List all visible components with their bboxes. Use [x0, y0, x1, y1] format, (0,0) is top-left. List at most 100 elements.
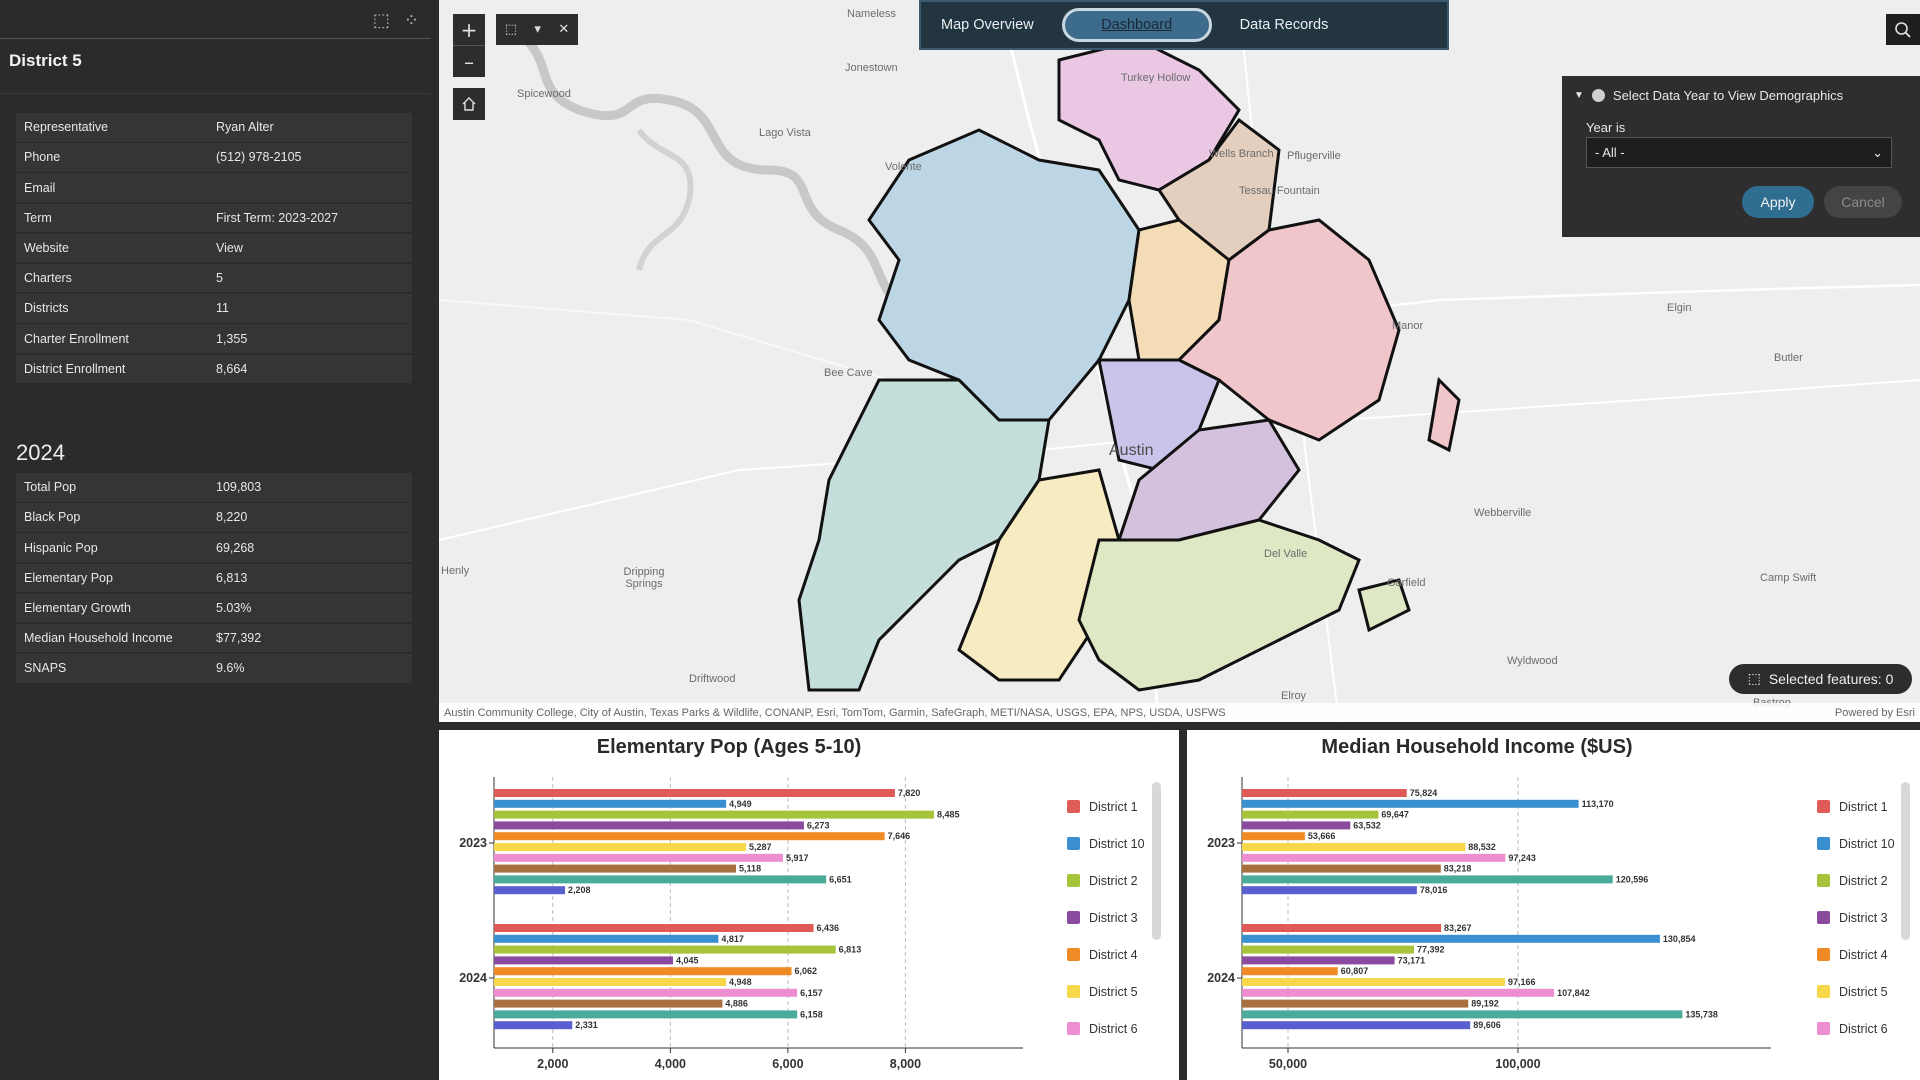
- district-polygon[interactable]: [1077, 518, 1361, 692]
- legend-label: District 4: [1089, 947, 1138, 962]
- home-icon: [462, 97, 476, 111]
- place-label: Driftwood: [689, 673, 736, 685]
- place-label: Manor: [1392, 320, 1424, 332]
- bar: [494, 988, 798, 997]
- zoom-control: + –: [453, 14, 485, 77]
- bar: [494, 1021, 573, 1030]
- home-button[interactable]: [453, 88, 485, 120]
- district-info-table: Representative Ryan Alter Phone (512) 978-2…: [16, 113, 412, 385]
- district-polygon[interactable]: [797, 378, 1051, 692]
- search-button[interactable]: [1886, 14, 1920, 45]
- legend-item[interactable]: District 1: [1067, 788, 1145, 825]
- legend-item[interactable]: District 2: [1067, 862, 1145, 899]
- bar: [1242, 956, 1395, 965]
- bar: [1242, 843, 1466, 851]
- bar: [1242, 945, 1415, 954]
- elementary-pop-chart: Elementary Pop (Ages 5-10) 2,000 4,000 6,0…: [439, 730, 1179, 1080]
- kv-value: 8,664: [216, 361, 248, 376]
- legend-item[interactable]: District 5: [1817, 973, 1895, 1010]
- data-label: 8,485: [937, 810, 960, 820]
- district-polygon[interactable]: [1427, 376, 1461, 453]
- data-label: 69,647: [1381, 810, 1409, 820]
- legend-swatch: [1067, 985, 1080, 998]
- nav-map-overview[interactable]: Map Overview: [941, 17, 1034, 33]
- powered-by-link[interactable]: Powered by Esri: [1834, 706, 1915, 719]
- caret-down-icon[interactable]: ▼: [1574, 90, 1584, 101]
- data-label: 4,886: [725, 999, 748, 1009]
- place-label: Garfield: [1387, 577, 1426, 589]
- cancel-button[interactable]: Cancel: [1824, 186, 1902, 218]
- data-label: 97,243: [1508, 853, 1536, 863]
- legend-item[interactable]: District 5: [1067, 973, 1145, 1010]
- legend-item[interactable]: District 3: [1817, 899, 1895, 936]
- legend-item[interactable]: District 6: [1067, 1010, 1145, 1047]
- bar: [1242, 799, 1579, 808]
- data-label: 89,606: [1473, 1020, 1501, 1030]
- legend-item[interactable]: District 1: [1817, 788, 1895, 825]
- kv-row: Elementary Growth 5.03%: [16, 593, 412, 623]
- zoom-out-button[interactable]: –: [464, 49, 474, 74]
- kv-value: $77,392: [216, 631, 262, 646]
- kv-label: Phone: [24, 150, 61, 165]
- bar: [494, 843, 746, 851]
- year-select[interactable]: - All - ⌄: [1586, 137, 1892, 168]
- legend-item[interactable]: District 4: [1067, 936, 1145, 973]
- bar: [494, 1010, 798, 1019]
- kv-row: Total Pop 109,803: [16, 473, 412, 502]
- district-boundaries[interactable]: [797, 38, 1461, 692]
- legend-item[interactable]: District 10: [1817, 825, 1895, 862]
- kv-label: Term: [24, 210, 52, 225]
- kv-label: SNAPS: [24, 661, 67, 676]
- legend-swatch: [1817, 948, 1830, 961]
- kv-value: 5.03%: [216, 601, 252, 615]
- apply-button[interactable]: Apply: [1742, 186, 1814, 218]
- chart-legend: District 1 District 10 District 2 District …: [1067, 788, 1145, 1047]
- legend-item[interactable]: District 3: [1067, 899, 1145, 936]
- chart-legend: District 1 District 10 District 2 District …: [1817, 788, 1895, 1047]
- place-label: Dripping Springs: [623, 566, 665, 590]
- nav-dashboard[interactable]: Dashboard: [1061, 8, 1212, 42]
- chart-title: Elementary Pop (Ages 5-10): [596, 736, 862, 758]
- map-view[interactable]: Nameless Jonestown Spicewood Lago Vista …: [439, 0, 1920, 722]
- chevron-down-icon[interactable]: ▾: [534, 22, 541, 37]
- legend-scrollbar[interactable]: [1152, 782, 1161, 940]
- data-label: 7,646: [888, 831, 911, 841]
- bar: [1242, 810, 1379, 819]
- district-polygon[interactable]: [1097, 358, 1221, 472]
- kv-label: Website: [24, 241, 69, 255]
- district-polygon[interactable]: [1357, 578, 1411, 633]
- legend-item[interactable]: District 2: [1817, 862, 1895, 899]
- kv-value[interactable]: View: [216, 241, 243, 255]
- category-label: 2023: [459, 836, 487, 850]
- place-label: Turkey Hollow: [1121, 72, 1191, 84]
- kv-row: Representative Ryan Alter: [16, 113, 412, 142]
- legend-item[interactable]: District 4: [1817, 936, 1895, 973]
- district-polygon[interactable]: [1176, 218, 1401, 442]
- legend-scrollbar[interactable]: [1901, 782, 1910, 940]
- selected-features-badge[interactable]: ⬚ Selected features: 0: [1729, 664, 1912, 694]
- legend-label: District 3: [1089, 910, 1138, 925]
- legend-item[interactable]: District 10: [1067, 825, 1145, 862]
- kv-label: Black Pop: [24, 510, 81, 525]
- category-label: 2023: [1207, 836, 1235, 850]
- clear-selection-icon[interactable]: ⬚: [372, 10, 390, 31]
- legend-item[interactable]: District 6: [1817, 1010, 1895, 1047]
- grid-apps-icon[interactable]: ⁘: [403, 10, 419, 31]
- select-icon[interactable]: ⬚: [504, 22, 517, 37]
- kv-row: Charters 5: [16, 263, 412, 293]
- filter-header[interactable]: ▼ Select Data Year to View Demographics: [1574, 88, 1843, 103]
- zoom-in-button[interactable]: +: [460, 17, 478, 42]
- data-label: 83,218: [1444, 864, 1472, 874]
- clear-selection-icon[interactable]: ✕: [558, 22, 570, 37]
- legend-label: District 3: [1839, 910, 1888, 925]
- kv-label: Total Pop: [24, 480, 77, 495]
- data-label: 75,824: [1410, 788, 1438, 798]
- nav-data-records[interactable]: Data Records: [1239, 17, 1329, 33]
- kv-label: District Enrollment: [24, 361, 126, 376]
- divider: [0, 93, 431, 94]
- attribution-text: Austin Community College, City of Austin…: [444, 706, 1226, 719]
- data-label: 77,392: [1417, 945, 1445, 955]
- district-polygon[interactable]: [957, 468, 1121, 682]
- data-label: 6,436: [817, 923, 840, 933]
- data-label: 135,738: [1685, 1009, 1718, 1019]
